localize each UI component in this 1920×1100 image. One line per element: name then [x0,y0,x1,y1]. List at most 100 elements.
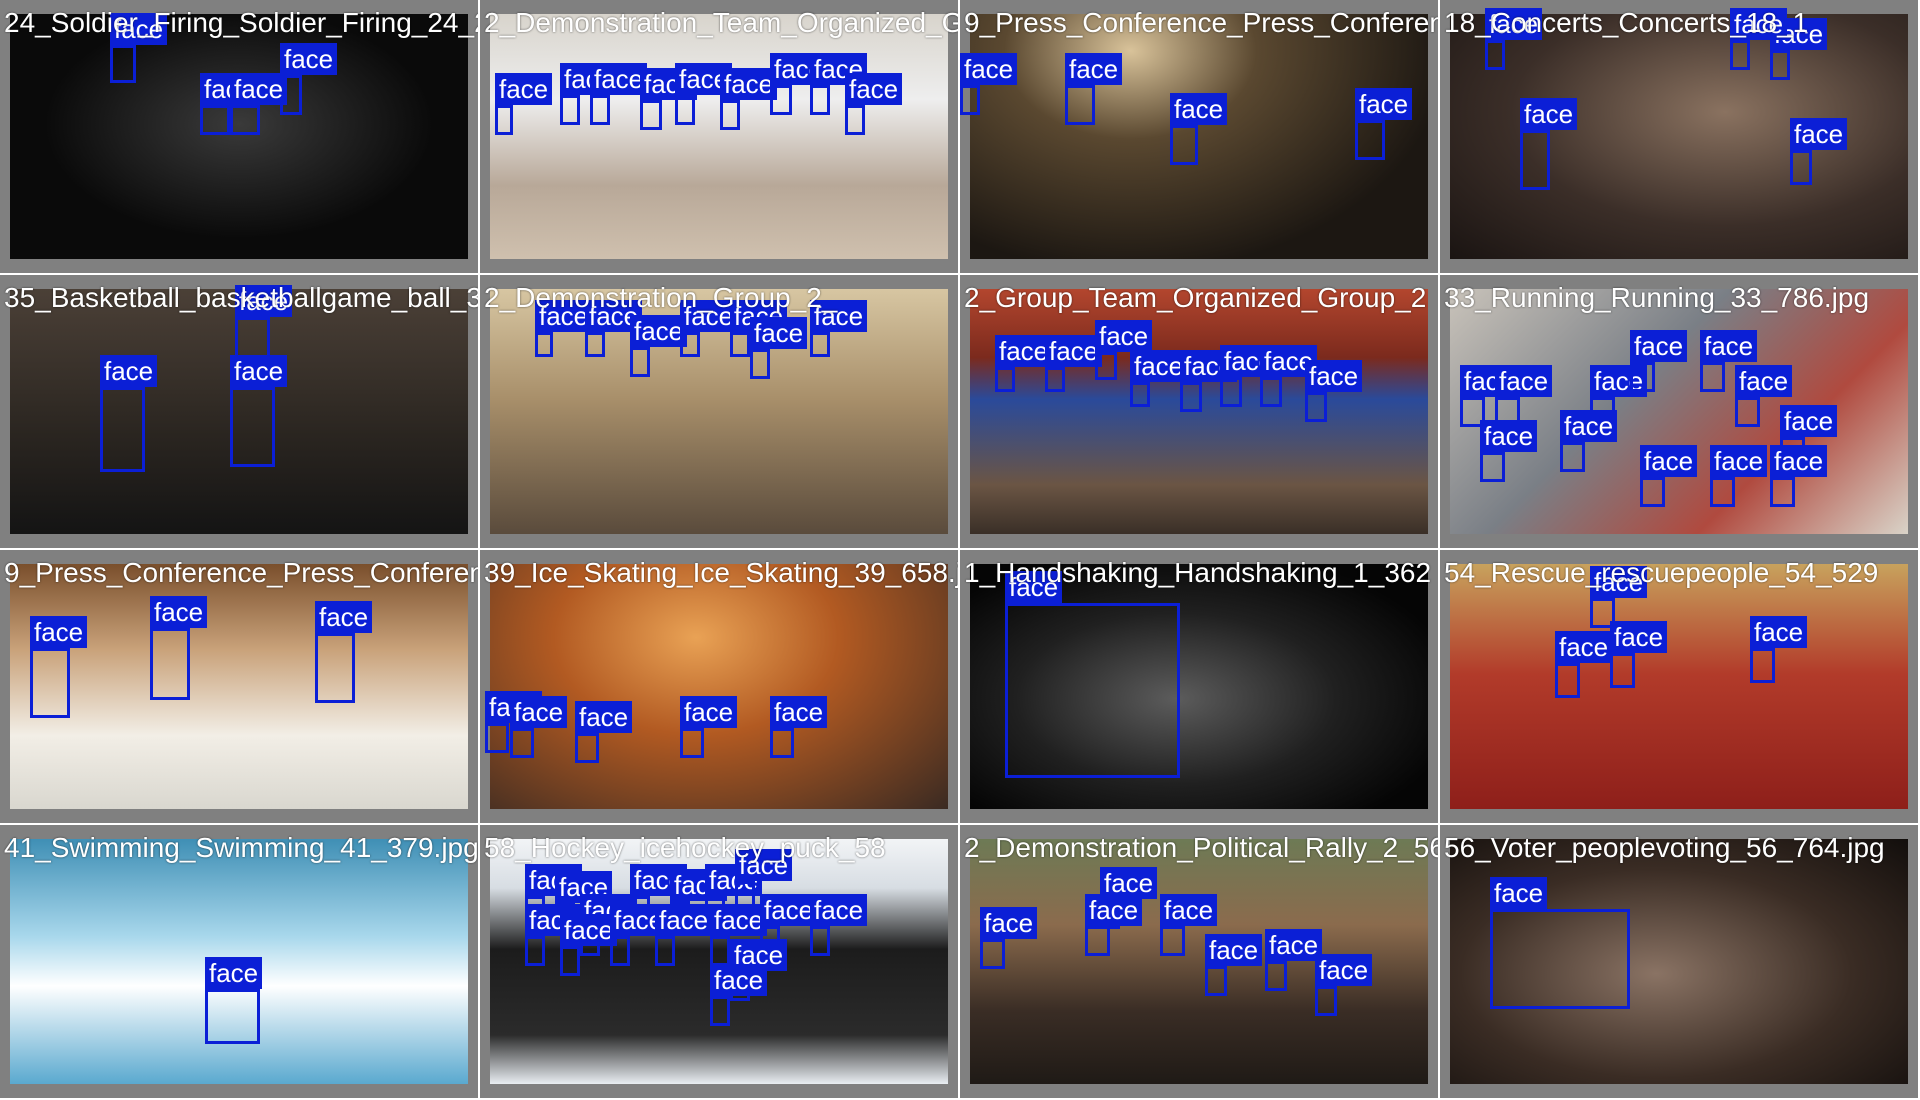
face-bounding-box: face [710,964,768,1026]
face-bounding-box: face [730,300,788,357]
face-bounding-box: face [995,335,1053,392]
tile-title: 24_Soldier_Firing_Soldier_Firing_24_261 [4,7,478,38]
face-label: face [205,957,263,989]
face-bounding-box: face [1315,954,1373,1016]
face-bounding-box: face [1560,410,1618,472]
face-label: face [280,43,338,75]
image-tile: 39_Ice_Skating_Ice_Skating_39_658.jpg fac… [480,550,958,823]
face-label: face [1735,365,1793,397]
face-bounding-box: face [1735,365,1793,427]
face-bounding-box: face [960,53,1018,115]
tile-title: 41_Swimming_Swimming_41_379.jpg [4,832,478,863]
face-bounding-box: face [1490,877,1630,1009]
face-label: face [770,696,828,728]
face-bounding-box: face [575,701,633,763]
face-label: face [315,601,373,633]
face-label: face [720,68,778,100]
face-bounding-box: face [770,53,828,115]
face-bounding-box: face [750,317,808,379]
face-label: face [1170,93,1228,125]
face-label: face [150,596,208,628]
face-bounding-box: face [1045,335,1103,392]
face-label: face [1130,350,1188,382]
face-bounding-box: face [1555,631,1613,698]
face-label: face [1065,53,1123,85]
face-label: face [680,300,738,332]
face-bounding-box: face [1610,621,1668,688]
face-label: face [110,13,168,45]
face-bounding-box: face [810,300,868,357]
face-bounding-box: face [610,904,668,966]
face-label: face [655,904,713,936]
image-tile: 1_Handshaking_Handshaking_1_362 face [960,550,1438,823]
tile-photo [490,14,948,259]
tile-title: 54_Rescue_rescuepeople_54_529 [1444,557,1879,588]
face-bounding-box: face [1485,8,1543,70]
face-bounding-box: face [1265,929,1323,991]
tile-photo [970,14,1428,259]
image-tile: 58_Hockey_icehockey_puck_58 face face face f… [480,825,958,1098]
tile-title: 9_Press_Conference_Press_Conference_9_68 [964,7,1438,38]
face-bounding-box: face [1480,420,1538,482]
face-bounding-box: face [1130,350,1188,407]
face-label: face [1555,631,1613,663]
face-bounding-box: face [1205,934,1263,996]
face-bounding-box: face [1160,894,1218,956]
face-label: face [760,894,818,926]
face-bounding-box: face [640,68,698,130]
image-tile: 2_Group_Team_Organized_Group_2 face face fa… [960,275,1438,548]
face-bounding-box: face [1730,8,1788,70]
face-bounding-box: face [1700,330,1758,392]
face-bounding-box: face [100,355,158,472]
face-bounding-box: face [1590,566,1648,628]
image-tile: 33_Running_Running_33_786.jpg face face fac… [1440,275,1918,548]
face-bounding-box: face [1790,118,1848,185]
face-bounding-box: face [230,355,288,467]
face-label: face [1315,954,1373,986]
face-label: face [1355,88,1413,120]
face-bounding-box: face [1170,93,1228,165]
face-label: face [1590,566,1648,598]
face-label: face [1770,445,1828,477]
face-bounding-box: face [810,53,868,115]
face-label: face [1710,445,1768,477]
face-label: face [1045,335,1103,367]
face-bounding-box: face [495,73,553,135]
face-label: face [1750,616,1808,648]
face-bounding-box: face [1065,53,1123,125]
face-bounding-box: face [205,957,263,1044]
face-label: face [1005,571,1063,603]
image-tile: 9_Press_Conference_Press_Conference_9fac… [0,550,478,823]
face-bounding-box: face [315,601,373,703]
face-bounding-box: face [1305,360,1363,422]
face-bounding-box: face [110,13,168,83]
face-label: face [575,701,633,733]
face-label: face [1205,934,1263,966]
face-bounding-box: face [560,914,618,976]
tile-title: 33_Running_Running_33_786.jpg [1444,282,1870,313]
face-bounding-box: face [485,691,543,753]
face-label: face [1085,894,1143,926]
face-label: face [1100,867,1158,899]
face-label: face [535,300,593,332]
face-bounding-box: face [1630,330,1688,392]
face-label: face [810,894,868,926]
face-bounding-box: face [1640,445,1698,507]
tile-title: 1_Handshaking_Handshaking_1_362 [964,557,1432,588]
face-label: face [1520,98,1578,130]
face-bounding-box: face [230,73,288,135]
face-label: face [1730,8,1788,40]
face-bounding-box: face [1750,616,1808,683]
face-label: face [810,53,868,85]
face-bounding-box: face [1005,571,1180,778]
face-bounding-box: face [510,696,568,758]
image-tile: 2_Demonstration_Group_2_ face face face face… [480,275,958,548]
image-tile: 35_Basketball_basketballgame_ball_35_ fac… [0,275,478,548]
face-bounding-box: face [1710,445,1768,507]
face-label: face [1790,118,1848,150]
tile-photo [490,564,948,809]
face-bounding-box: face [560,63,618,125]
face-label: face [1610,621,1668,653]
face-label: face [995,335,1053,367]
face-label: face [1560,410,1618,442]
